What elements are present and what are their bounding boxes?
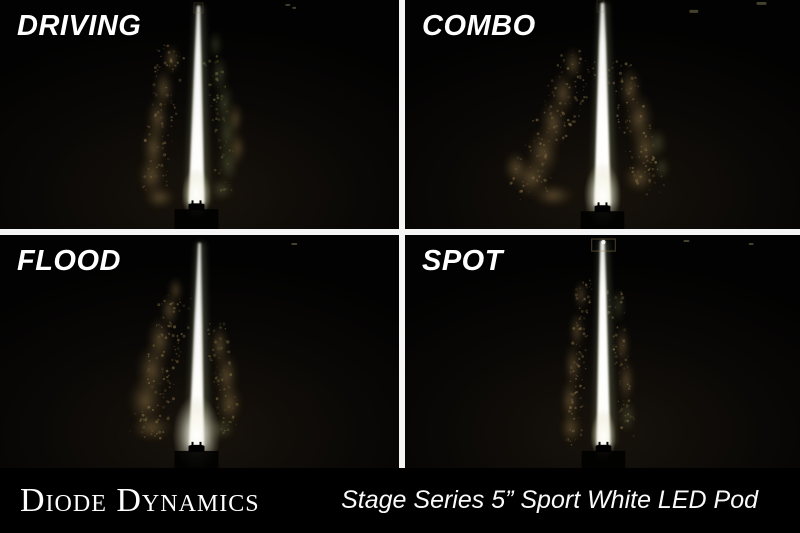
footer-bar: Diode Dynamics Stage Series 5” Sport Whi… bbox=[0, 468, 800, 533]
panel-spot: SPOT bbox=[405, 235, 800, 468]
divider-horizontal bbox=[0, 229, 800, 235]
panel-label-combo: COMBO bbox=[422, 10, 536, 42]
panel-combo: COMBO bbox=[405, 0, 800, 229]
panel-label-flood: FLOOD bbox=[17, 245, 121, 277]
beam-photo-driving bbox=[0, 0, 399, 229]
panel-driving: DRIVING bbox=[0, 0, 399, 229]
panel-label-driving: DRIVING bbox=[17, 10, 142, 42]
panel-flood: FLOOD bbox=[0, 235, 399, 468]
beam-photo-flood bbox=[0, 235, 399, 468]
beam-photo-combo bbox=[405, 0, 800, 229]
beam-photo-spot bbox=[405, 235, 800, 468]
brand-wordmark: Diode Dynamics bbox=[20, 481, 260, 519]
panel-label-spot: SPOT bbox=[422, 245, 503, 277]
product-name: Stage Series 5” Sport White LED Pod bbox=[341, 486, 758, 514]
